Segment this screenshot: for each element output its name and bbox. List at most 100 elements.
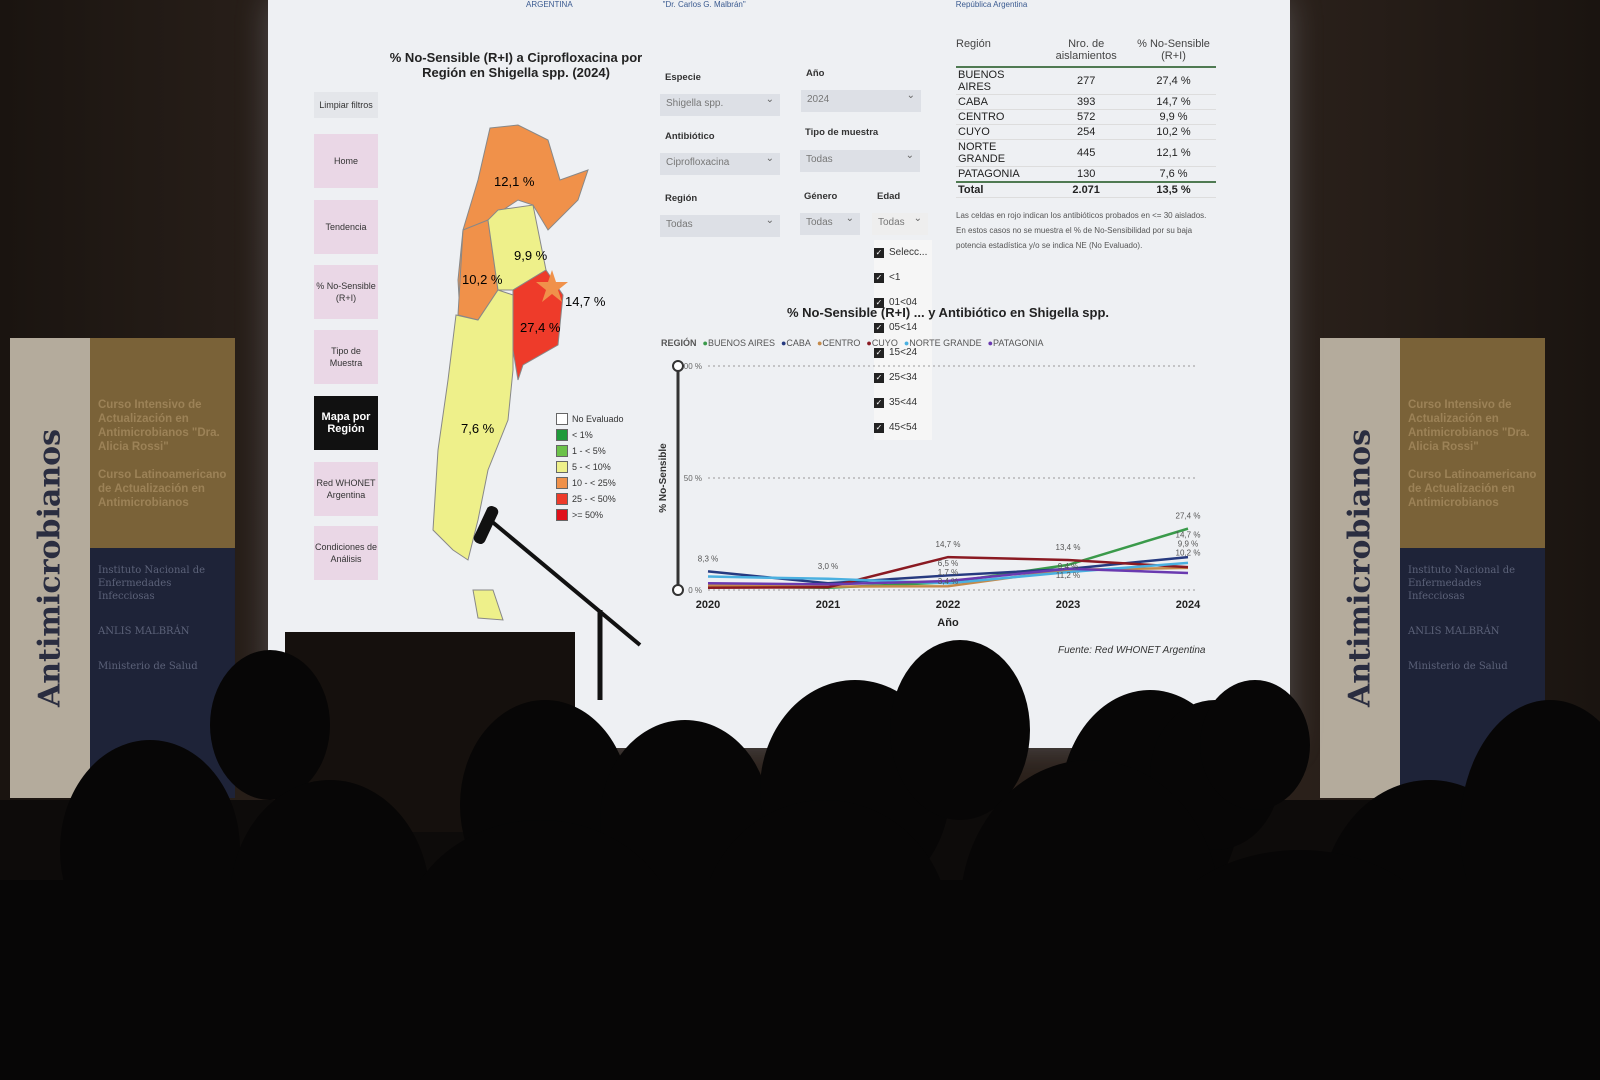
edad-option[interactable]: ✓ <1	[874, 265, 932, 290]
x-tick-label: 2020	[696, 599, 720, 611]
edad-option-label: Selecc...	[889, 247, 928, 258]
col-no-sensible[interactable]: % No-Sensible (R+I)	[1131, 38, 1216, 68]
total-percent: 13,5 %	[1131, 181, 1216, 198]
table-row[interactable]: BUENOS AIRES 277 27,4 %	[956, 67, 1216, 95]
x-tick-label: 2021	[816, 599, 840, 611]
col-aislamientos[interactable]: Nro. de aislamientos	[1041, 38, 1132, 68]
legend-dot-icon: ●	[702, 338, 708, 348]
map-legend-item: 25 - < 50%	[556, 493, 624, 505]
legend-swatch	[556, 477, 568, 489]
legend-item[interactable]: ●PATAGONIA	[988, 338, 1044, 348]
legend-series-name: NORTE GRANDE	[909, 338, 982, 348]
edad-option[interactable]: ✓ 01<04	[874, 290, 932, 315]
data-label: 6,5 %	[938, 559, 958, 568]
table-cell: 445	[1041, 139, 1132, 167]
audience-member	[210, 650, 330, 800]
nav-mapa-region[interactable]: Mapa por Región	[314, 396, 378, 450]
nav-tendencia[interactable]: Tendencia	[314, 200, 378, 254]
table-row[interactable]: NORTE GRANDE 445 12,1 %	[956, 139, 1216, 167]
edad-option[interactable]: ✓ 25<34	[874, 365, 932, 390]
x-tick-label: 2023	[1056, 599, 1080, 611]
x-tick-label: 2022	[936, 599, 960, 611]
checkbox-checked-icon[interactable]: ✓	[874, 247, 884, 258]
data-label: 9,9 %	[1178, 540, 1198, 549]
table-row[interactable]: CENTRO 572 9,9 %	[956, 109, 1216, 125]
table-cell: 130	[1041, 166, 1132, 183]
table-row[interactable]: PATAGONIA 130 7,6 %	[956, 166, 1216, 183]
table-row[interactable]: CUYO 254 10,2 %	[956, 124, 1216, 140]
table-cell: 10,2 %	[1131, 124, 1216, 140]
map-legend-item: No Evaluado	[556, 413, 624, 425]
table-row[interactable]: CABA 393 14,7 %	[956, 94, 1216, 110]
audience-member	[890, 640, 1030, 820]
antibiotico-dropdown[interactable]: Ciprofloxacina	[660, 153, 780, 175]
slider-handle-bottom[interactable]	[672, 584, 684, 596]
map-legend-item: < 1%	[556, 429, 624, 441]
clear-filters-button[interactable]: Limpiar filtros	[314, 92, 378, 118]
legend-dot-icon: ●	[866, 338, 872, 348]
data-label: 3,0 %	[818, 562, 838, 571]
anio-dropdown[interactable]: 2024	[801, 90, 921, 112]
data-label: 8,3 %	[698, 554, 718, 563]
data-label: 14,7 %	[936, 540, 961, 549]
nav-red-whonet[interactable]: Red WHONET Argentina	[314, 462, 378, 516]
series-line-caba	[707, 555, 1189, 585]
especie-dropdown[interactable]: Shigella spp.	[660, 94, 780, 116]
col-region[interactable]: Región	[956, 38, 1042, 68]
edad-option[interactable]: ✓ 15<24	[874, 340, 932, 365]
checkbox-checked-icon[interactable]: ✓	[874, 397, 884, 408]
legend-dot-icon: ●	[987, 338, 994, 348]
data-label: 11,2 %	[1056, 571, 1080, 580]
series-line-cuyo	[707, 555, 1189, 590]
banner-course-2: Curso Latinoamericano de Actualización e…	[1408, 469, 1537, 509]
map-label-buenos-aires: 27,4 %	[520, 320, 561, 335]
edad-option[interactable]: ✓ 05<14	[874, 315, 932, 340]
edad-option[interactable]: ✓ 35<44	[874, 390, 932, 415]
legend-item[interactable]: ●BUENOS AIRES	[703, 338, 775, 348]
region-norte-grande	[457, 124, 589, 316]
checkbox-checked-icon[interactable]: ✓	[874, 322, 884, 333]
y-tick-label: 50 %	[684, 474, 702, 483]
legend-item[interactable]: ●CENTRO	[817, 338, 860, 348]
legend-series-name: CUYO	[871, 338, 898, 348]
legend-item[interactable]: ●NORTE GRANDE	[904, 338, 982, 348]
slider-handle-top[interactable]	[672, 360, 684, 372]
tipo-muestra-label: Tipo de muestra	[805, 127, 879, 138]
genero-dropdown[interactable]: Todas	[800, 213, 860, 235]
table-cell: NORTE GRANDE	[956, 139, 1042, 167]
microphone-stand	[473, 505, 642, 700]
edad-option-label: 25<34	[889, 372, 918, 383]
nav-home[interactable]: Home	[314, 134, 378, 188]
region-dropdown[interactable]: Todas	[660, 215, 780, 237]
total-count: 2.071	[1041, 181, 1132, 198]
anio-label: Año	[806, 68, 825, 79]
legend-series-name: CABA	[786, 338, 811, 348]
legend-item[interactable]: ●CABA	[781, 338, 811, 348]
banner-course-2: Curso Latinoamericano de Actualización e…	[98, 469, 227, 509]
logo-ministerio: Ministerio de Salud	[98, 661, 198, 672]
edad-option[interactable]: ✓ 45<54	[874, 415, 932, 440]
edad-option[interactable]: ✓ Selecc...	[874, 240, 932, 265]
edad-dropdown[interactable]: Todas	[872, 213, 928, 235]
legend-swatch	[556, 493, 568, 505]
antibiotico-label: Antibiótico	[665, 131, 715, 142]
chart-legend: REGIÓN ●BUENOS AIRES ●CABA ●CENTRO ●CUYO ●NO…	[661, 338, 1044, 348]
checkbox-checked-icon[interactable]: ✓	[874, 297, 884, 308]
checkbox-checked-icon[interactable]: ✓	[874, 372, 884, 383]
legend-item[interactable]: ●CUYO	[866, 338, 897, 348]
total-label: Total	[956, 181, 1042, 198]
legend-dot-icon: ●	[816, 338, 823, 348]
legend-dot-icon: ●	[780, 338, 787, 348]
tipo-muestra-dropdown[interactable]: Todas	[800, 150, 920, 172]
table-cell: CUYO	[956, 124, 1042, 140]
checkbox-checked-icon[interactable]: ✓	[874, 422, 884, 433]
map-label-cuyo: 10,2 %	[462, 272, 503, 287]
edad-label: Edad	[877, 191, 901, 202]
checkbox-checked-icon[interactable]: ✓	[874, 272, 884, 283]
checkbox-checked-icon[interactable]: ✓	[874, 347, 884, 358]
nav-no-sensible[interactable]: % No-Sensible (R+I)	[314, 265, 378, 319]
series-line-patagonia	[707, 567, 1189, 586]
nav-tipo-muestra[interactable]: Tipo de Muestra	[314, 330, 378, 384]
especie-label: Especie	[665, 72, 701, 83]
nav-condiciones[interactable]: Condiciones de Análisis	[314, 526, 378, 580]
